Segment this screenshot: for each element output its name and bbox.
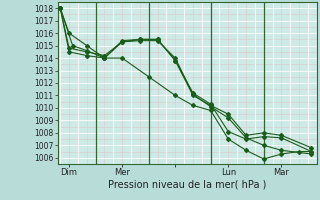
X-axis label: Pression niveau de la mer( hPa ): Pression niveau de la mer( hPa ): [108, 180, 266, 190]
